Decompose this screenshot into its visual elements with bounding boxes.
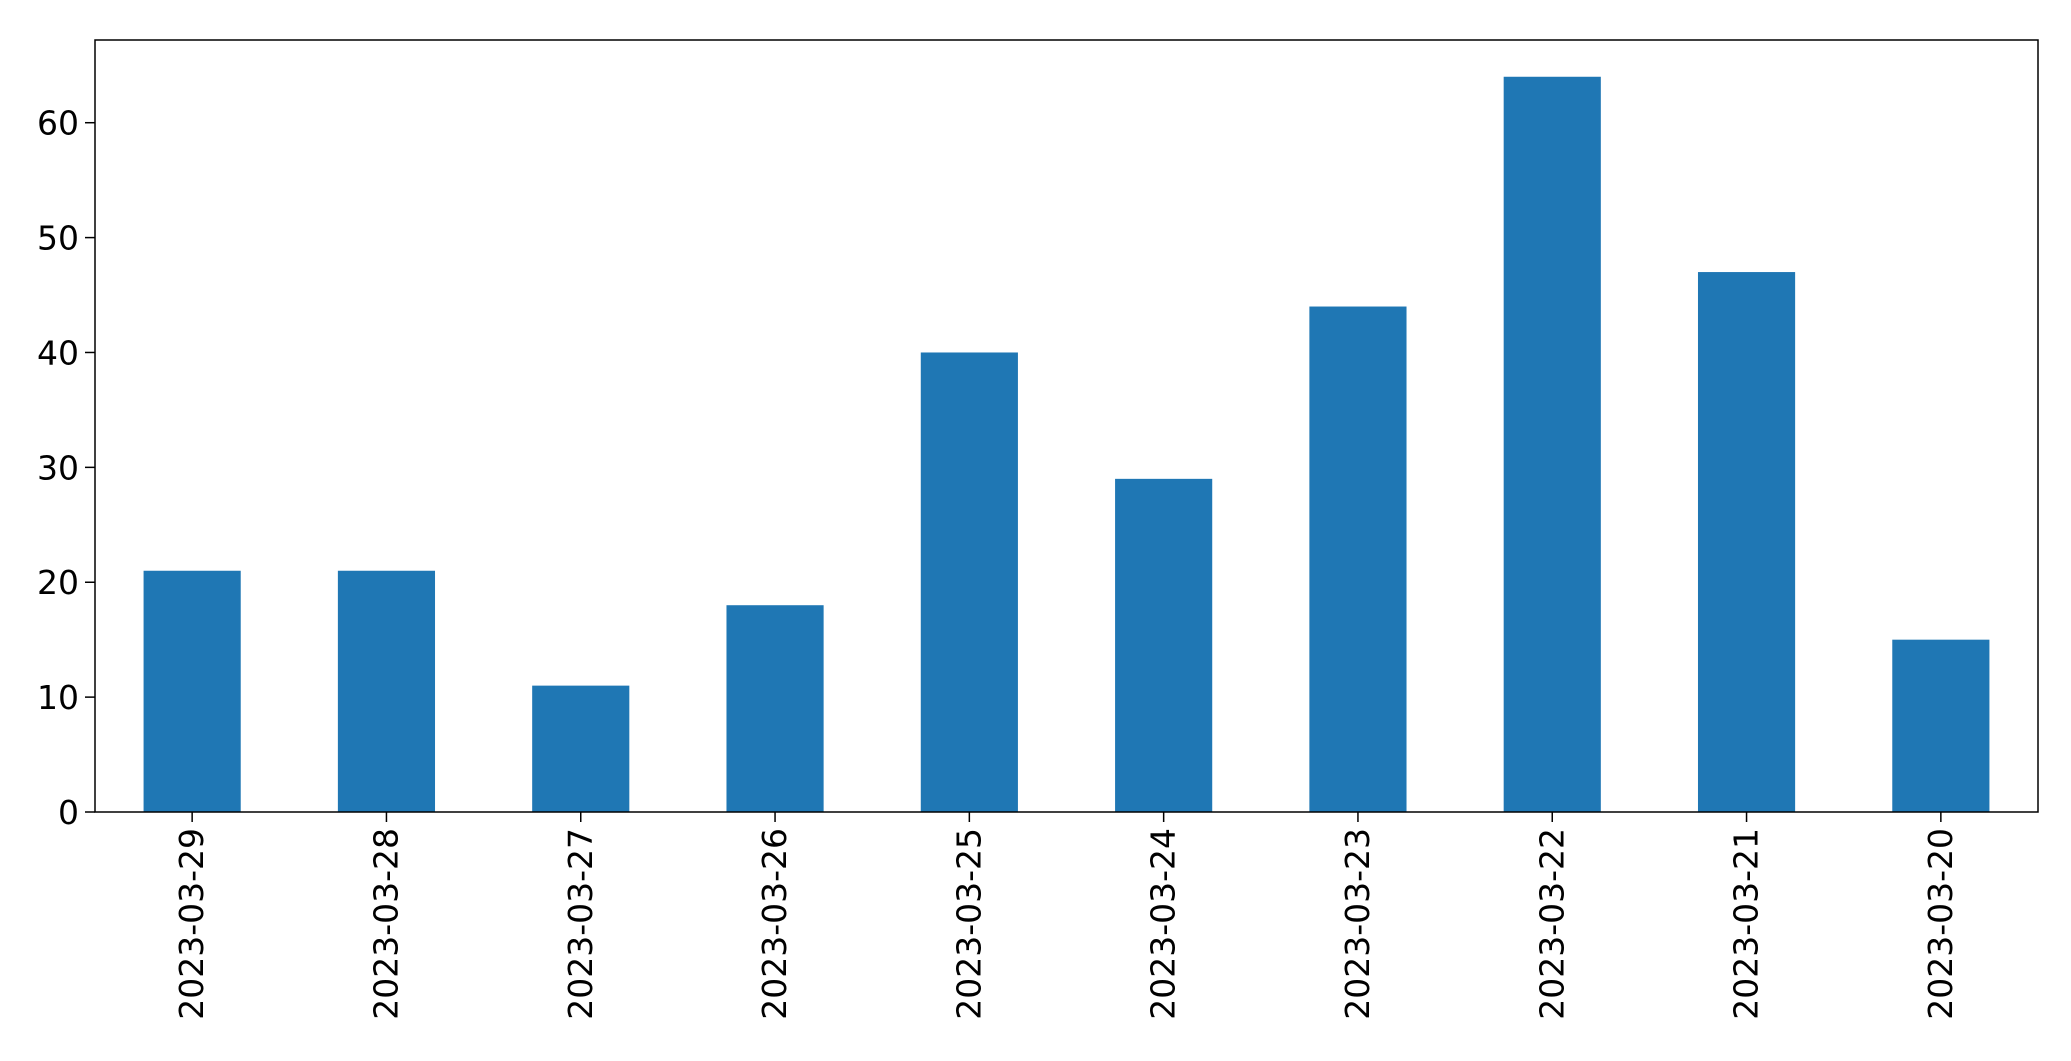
x-tick-label: 2023-03-24 [1144,828,1183,1020]
x-tick-label: 2023-03-25 [949,828,988,1020]
bar-2023-03-29 [143,570,241,812]
bar-2023-03-26 [726,605,824,812]
y-tick-label: 60 [37,104,79,143]
bars [143,76,1990,812]
bar-2023-03-28 [337,570,436,812]
x-axis: 2023-03-29 2023-03-28 2023-03-27 2023-03-26… [172,812,1960,1020]
bar-2023-03-23 [1309,306,1407,812]
y-tick-label: 0 [58,793,79,832]
plot-frame [94,39,2039,813]
x-tick-label: 2023-03-20 [1921,828,1960,1020]
y-tick-label: 50 [37,219,79,258]
bar-2023-03-27 [532,685,630,812]
y-tick-label: 10 [37,678,79,717]
x-tick-label: 2023-03-23 [1338,828,1377,1020]
bar-2023-03-20 [1892,639,1990,812]
y-tick-label: 40 [37,333,79,372]
bar-2023-03-22 [1503,76,1601,812]
y-axis: 0 10 20 30 40 50 60 [37,104,95,832]
bar-2023-03-24 [1115,478,1213,812]
y-tick-label: 30 [37,448,79,487]
x-tick-label: 2023-03-27 [561,828,600,1020]
x-tick-label: 2023-03-21 [1727,828,1766,1020]
y-tick-label: 20 [37,563,79,602]
x-tick-label: 2023-03-26 [755,828,794,1020]
x-tick-label: 2023-03-29 [172,828,211,1020]
x-tick-label: 2023-03-22 [1532,828,1571,1020]
x-tick-label: 2023-03-28 [366,828,405,1020]
bar-2023-03-25 [920,352,1018,812]
bar-2023-03-21 [1697,272,1796,812]
